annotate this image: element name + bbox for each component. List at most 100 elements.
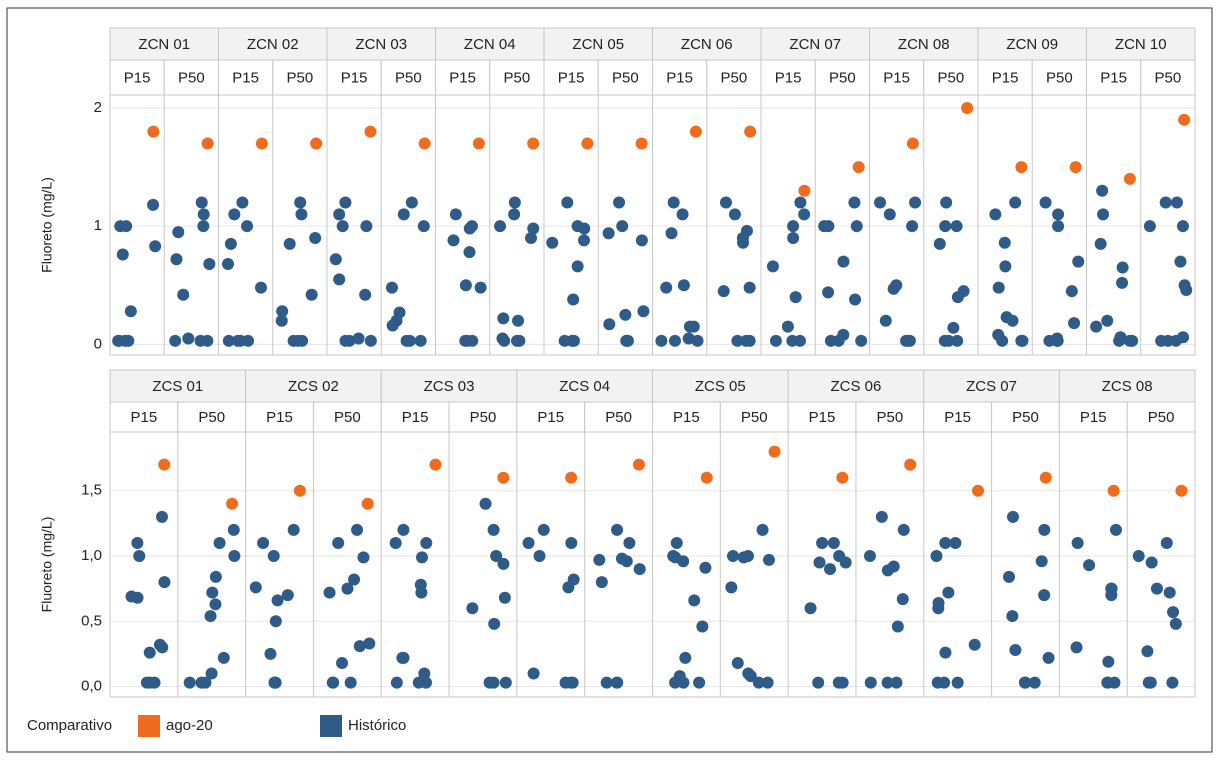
historic-point	[397, 651, 410, 664]
facet-label: ZCS 08	[1102, 378, 1153, 395]
sub-header	[814, 59, 870, 96]
facet-header	[1086, 27, 1196, 61]
historic-point	[875, 510, 888, 523]
historic-point	[527, 222, 540, 235]
facet-label: ZCN 04	[464, 36, 516, 53]
historic-point	[906, 220, 919, 233]
historic-point	[417, 220, 430, 233]
historic-point	[339, 334, 352, 347]
current-point	[361, 497, 374, 510]
facet-label: ZCN 08	[898, 36, 950, 53]
historic-point	[655, 334, 668, 347]
sub-label: P50	[1046, 69, 1073, 86]
sub-label: P50	[178, 69, 205, 86]
historic-point	[144, 676, 157, 689]
sub-header	[272, 59, 328, 96]
historic-point	[222, 334, 235, 347]
historic-point	[798, 208, 811, 221]
facet-label: ZCN 03	[355, 36, 407, 53]
sub-label: P50	[741, 409, 768, 426]
historic-point	[593, 553, 606, 566]
historic-point	[344, 676, 357, 689]
historic-point	[1116, 261, 1129, 274]
historic-point	[849, 293, 862, 306]
sub-header	[652, 401, 721, 433]
sub-header	[652, 59, 708, 96]
historic-point	[743, 281, 756, 294]
historic-point	[949, 536, 962, 549]
current-point	[961, 102, 974, 114]
historic-point	[487, 676, 500, 689]
historic-point	[389, 536, 402, 549]
historic-point	[1052, 220, 1065, 233]
historic-point	[999, 260, 1012, 273]
historic-point	[1035, 555, 1048, 568]
sub-header	[326, 59, 382, 96]
historic-point	[149, 240, 162, 253]
y-tick-label: 0	[94, 335, 102, 352]
historic-point	[508, 208, 521, 221]
historic-point	[158, 576, 171, 589]
y-tick-label: 1,5	[81, 482, 102, 499]
historic-point	[881, 564, 894, 577]
historic-point	[1028, 676, 1041, 689]
facet-header	[787, 369, 925, 403]
historic-point	[812, 676, 825, 689]
historic-point	[418, 667, 431, 680]
historic-point	[1016, 334, 1029, 347]
historic-point	[762, 553, 775, 566]
historic-point	[1161, 334, 1174, 347]
current-point	[565, 471, 578, 484]
historic-point	[752, 676, 765, 689]
historic-point	[787, 232, 800, 244]
historic-point	[333, 208, 346, 221]
historic-point	[804, 602, 817, 615]
historic-point	[615, 552, 628, 565]
historic-point	[332, 536, 345, 549]
historic-point	[197, 208, 210, 221]
current-point	[429, 458, 442, 471]
legend-swatch	[138, 715, 160, 737]
historic-point	[199, 676, 212, 689]
historic-point	[1038, 589, 1051, 602]
historic-point	[968, 638, 981, 651]
current-point	[906, 137, 919, 150]
sub-label: P15	[944, 409, 971, 426]
historic-point	[1105, 589, 1118, 602]
sub-label: P50	[721, 69, 748, 86]
historic-point	[787, 220, 800, 233]
historic-point	[254, 281, 267, 294]
historic-point	[737, 551, 750, 564]
sub-label: P15	[131, 409, 158, 426]
current-point	[744, 125, 757, 138]
historic-point	[595, 576, 608, 589]
sub-label: P15	[537, 409, 564, 426]
historic-point	[269, 615, 282, 628]
current-point	[1039, 471, 1052, 484]
sub-header	[245, 401, 314, 433]
current-point	[472, 137, 485, 150]
historic-point	[947, 321, 960, 334]
historic-point	[891, 620, 904, 633]
historic-point	[497, 557, 510, 570]
sub-label: P15	[992, 69, 1019, 86]
historic-point	[1174, 255, 1187, 268]
sub-label: P15	[266, 409, 293, 426]
historic-point	[194, 334, 207, 347]
historic-point	[670, 536, 683, 549]
historic-point	[197, 220, 210, 233]
historic-point	[323, 586, 336, 599]
historic-point	[513, 334, 526, 347]
historic-point	[221, 258, 234, 270]
sub-label: P50	[829, 69, 856, 86]
historic-point	[172, 226, 185, 239]
historic-point	[414, 334, 427, 347]
historic-point	[363, 637, 376, 650]
historic-point	[447, 234, 460, 247]
sub-label: P50	[612, 69, 639, 86]
historic-point	[696, 620, 709, 633]
historic-point	[490, 550, 503, 563]
legend-title: Comparativo	[27, 717, 112, 734]
facet-label: ZCS 07	[966, 378, 1017, 395]
sub-header	[597, 59, 653, 96]
